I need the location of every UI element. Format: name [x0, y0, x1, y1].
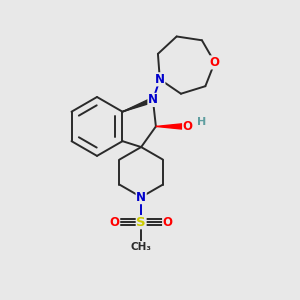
Text: N: N	[148, 93, 158, 106]
Text: CH₃: CH₃	[131, 242, 152, 252]
Text: O: O	[183, 120, 193, 133]
Text: N: N	[136, 190, 146, 204]
Text: N: N	[155, 73, 165, 86]
Text: O: O	[210, 56, 220, 69]
Text: O: O	[110, 216, 120, 229]
Text: O: O	[163, 216, 173, 229]
Polygon shape	[156, 124, 182, 129]
Polygon shape	[122, 98, 154, 112]
Text: S: S	[136, 216, 146, 229]
Text: H: H	[197, 117, 206, 127]
